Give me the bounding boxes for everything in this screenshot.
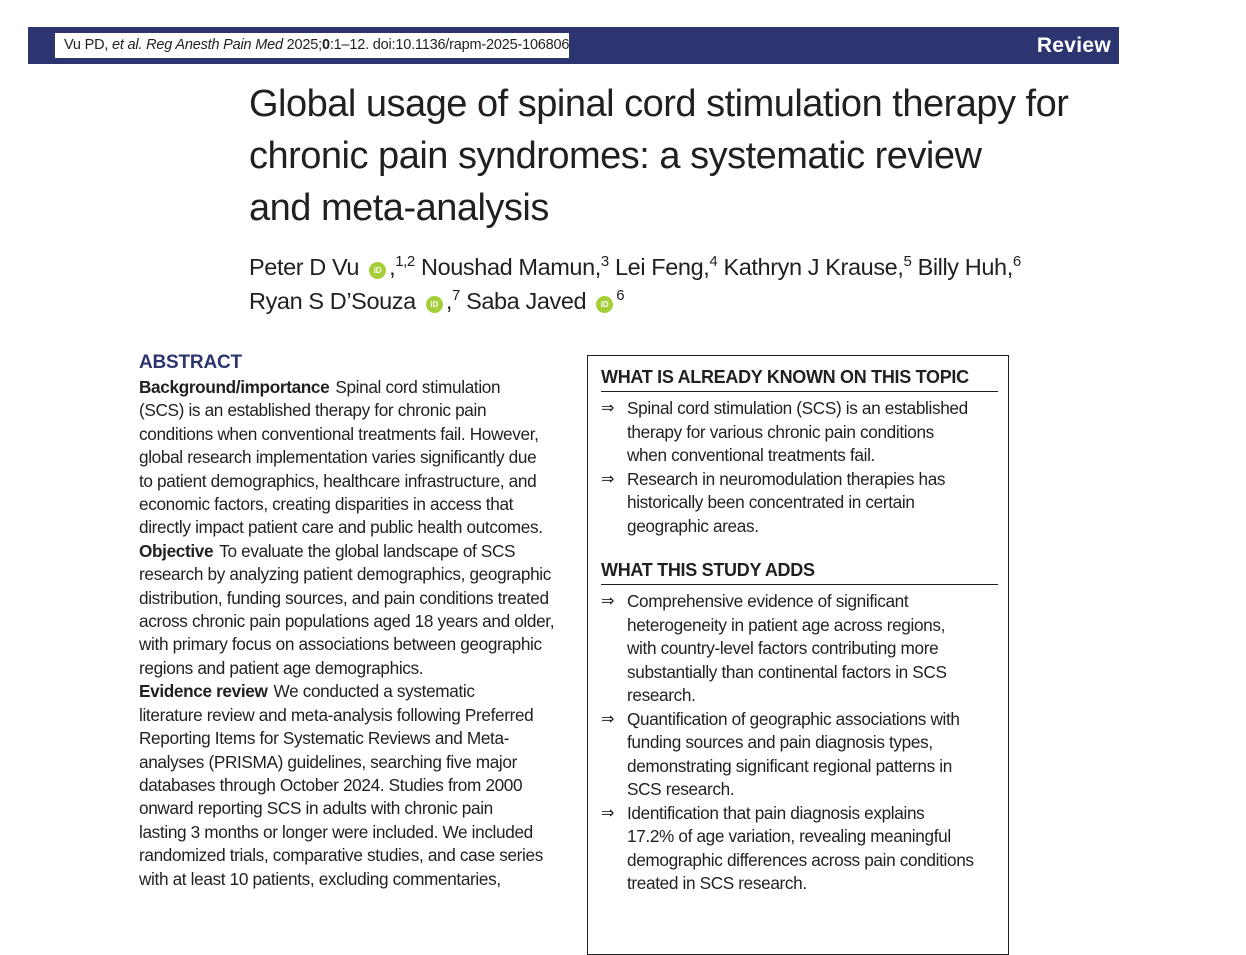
bullet-line: with country-level factors contributing … xyxy=(627,638,939,658)
citation: Vu PD, et al. Reg Anesth Pain Med 2025;0… xyxy=(55,33,569,58)
abstract-line: with at least 10 patients, excluding com… xyxy=(139,868,501,889)
abstract-line: Reporting Items for Systematic Reviews a… xyxy=(139,728,510,749)
abstract-line: across chronic pain populations aged 18 … xyxy=(139,611,555,632)
affiliation-sup: 5 xyxy=(903,253,912,270)
abstract-line: distribution, funding sources, and pain … xyxy=(139,587,549,608)
abstract-line: global research implementation varies si… xyxy=(139,447,537,468)
bullet-line: Spinal cord stimulation (SCS) is an esta… xyxy=(627,398,968,418)
section-label: Review xyxy=(1036,34,1111,57)
abstract-objective: Objective To evaluate the global landscap… xyxy=(139,540,569,680)
author-name: Ryan S D’Souza xyxy=(249,288,416,314)
abstract-line: Objective To evaluate the global landscap… xyxy=(139,540,516,561)
article-title: Global usage of spinal cord stimulation … xyxy=(249,78,1149,234)
author-name: Saba Javed xyxy=(466,288,587,314)
affiliation-sup: 4 xyxy=(709,253,718,270)
abstract-line: Background/importance Spinal cord stimula… xyxy=(139,377,501,397)
arrow-icon: ⇒ xyxy=(601,470,615,488)
abstract-line: literature review and meta-analysis foll… xyxy=(139,704,534,725)
orcid-icon[interactable]: iD xyxy=(596,296,614,313)
abstract-line: Evidence review We conducted a systematic xyxy=(139,681,475,702)
bullet-line: historically been concentrated in certai… xyxy=(627,492,915,512)
title-line: and meta-analysis xyxy=(249,187,549,229)
arrow-icon: ⇒ xyxy=(601,593,615,610)
abstract-line: to patient demographics, healthcare infr… xyxy=(139,470,537,491)
bullet-line: Identification that pain diagnosis expla… xyxy=(627,802,925,823)
bullet-line: geographic areas. xyxy=(627,515,759,536)
bullet-line: 17.2% of age variation, revealing meanin… xyxy=(627,826,951,846)
title-line: chronic pain syndromes: a systematic rev… xyxy=(249,135,982,177)
orcid-icon[interactable]: iD xyxy=(425,296,443,313)
bullet-line: substantially than continental factors i… xyxy=(627,661,947,682)
abstract-line: (SCS) is an established therapy for chro… xyxy=(139,400,487,421)
adds-heading: WHAT THIS STUDY ADDS xyxy=(601,558,998,585)
arrow-icon: ⇒ xyxy=(601,400,615,417)
abstract-evidence-review: Evidence review We conducted a systematic… xyxy=(139,680,569,891)
evidence-label: Evidence review xyxy=(139,681,268,702)
affiliation-sup: 3 xyxy=(600,253,609,270)
affiliation-sup: 1,2 xyxy=(395,253,415,270)
bullet-line: therapy for various chronic pain conditi… xyxy=(627,421,934,442)
orcid-icon[interactable]: iD xyxy=(369,262,387,279)
abstract-line: with primary focus on associations betwe… xyxy=(139,634,542,655)
abstract-line: economic factors, creating disparities i… xyxy=(139,494,514,515)
bullet-line: funding sources and pain diagnosis types… xyxy=(627,732,933,752)
bullet-line: Comprehensive evidence of significant xyxy=(627,591,909,611)
bullet-line: demographic differences across pain cond… xyxy=(627,849,974,870)
arrow-icon: ⇒ xyxy=(601,804,615,822)
arrow-icon: ⇒ xyxy=(601,710,615,728)
bullet-line: heterogeneity in patient age across regi… xyxy=(627,614,946,635)
objective-label: Objective xyxy=(139,540,214,561)
abstract-line: databases through October 2024. Studies … xyxy=(139,774,523,795)
known-list: ⇒ Spinal cord stimulation (SCS) is an est… xyxy=(601,397,998,538)
bullet-item: ⇒ Quantification of geographic associatio… xyxy=(601,708,998,802)
bullet-item: ⇒ Spinal cord stimulation (SCS) is an est… xyxy=(601,397,998,468)
author-line: Ryan S D’Souza iD ,7 Saba Javed iD6 xyxy=(249,287,625,314)
affiliation-sup: 6 xyxy=(616,287,625,304)
key-messages-box: WHAT IS ALREADY KNOWN ON THIS TOPIC ⇒ Spi… xyxy=(587,355,1009,955)
author-name: Noushad Mamun, xyxy=(421,254,601,280)
known-heading: WHAT IS ALREADY KNOWN ON THIS TOPIC xyxy=(601,365,998,392)
bullet-line: research. xyxy=(627,685,696,705)
adds-list: ⇒ Comprehensive evidence of significant he… xyxy=(601,590,998,896)
author-list: Peter D Vu iD ,1,2 Noushad Mamun,3 Lei Fen… xyxy=(249,250,1149,318)
affiliation-sup: 7 xyxy=(451,287,460,304)
bullet-line: demonstrating significant regional patte… xyxy=(627,755,952,776)
abstract-line: research by analyzing patient demographi… xyxy=(139,564,552,585)
bullet-item: ⇒ Identification that pain diagnosis expl… xyxy=(601,802,998,896)
author-name: Peter D Vu xyxy=(249,254,360,280)
abstract-line: lasting 3 months or longer were included… xyxy=(139,821,533,842)
bullet-item: ⇒ Research in neuromodulation therapies h… xyxy=(601,468,998,539)
abstract-line: conditions when conventional treatments … xyxy=(139,423,539,444)
abstract-line: onward reporting SCS in adults with chro… xyxy=(139,798,493,819)
title-line: Global usage of spinal cord stimulation … xyxy=(249,83,1069,125)
abstract-line: randomized trials, comparative studies, … xyxy=(139,845,543,866)
affiliation-sup: 6 xyxy=(1012,253,1021,270)
author-name: Billy Huh, xyxy=(917,254,1014,280)
author-name: Kathryn J Krause, xyxy=(723,254,904,280)
bullet-line: Research in neuromodulation therapies ha… xyxy=(627,468,946,489)
author-line: Peter D Vu iD ,1,2 Noushad Mamun,3 Lei Fen… xyxy=(249,253,1021,280)
abstract-heading: ABSTRACT xyxy=(139,352,242,373)
abstract-line: regions and patient age demographics. xyxy=(139,657,424,678)
bullet-item: ⇒ Comprehensive evidence of significant he… xyxy=(601,590,998,708)
bullet-line: Quantification of geographic association… xyxy=(627,708,960,729)
background-label: Background/importance xyxy=(139,377,330,397)
abstract-line: analyses (PRISMA) guidelines, searching … xyxy=(139,751,517,772)
author-name: Lei Feng, xyxy=(615,254,710,280)
abstract: ABSTRACT Background/importance Spinal cor… xyxy=(139,352,569,891)
abstract-background: Background/importance Spinal cord stimula… xyxy=(139,376,569,540)
bullet-line: treated in SCS research. xyxy=(627,873,807,893)
bullet-line: SCS research. xyxy=(627,779,735,799)
bullet-line: when conventional treatments fail. xyxy=(627,445,875,465)
abstract-line: directly impact patient care and public … xyxy=(139,517,543,538)
